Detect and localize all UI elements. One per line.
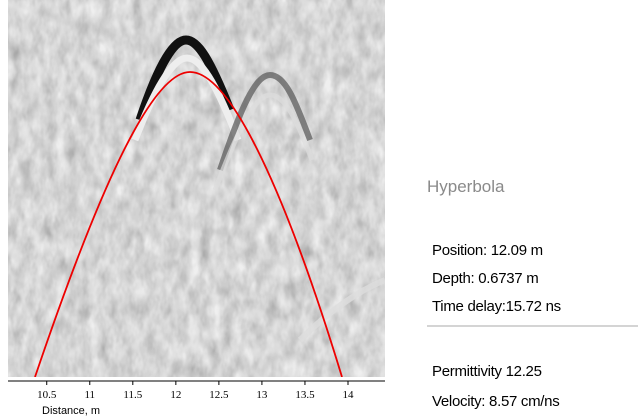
- reflection-4: [297, 277, 385, 343]
- info-row: Time delay:15.72 ns: [432, 298, 561, 315]
- radargram: [8, 0, 385, 377]
- panel-title: Hyperbola: [427, 177, 505, 196]
- x-tick-label: 13.5: [295, 389, 315, 401]
- x-tick-label: 11.5: [123, 389, 142, 401]
- x-tick-label: 12.5: [209, 389, 229, 401]
- x-tick-label: 10.5: [37, 389, 57, 401]
- x-tick-label: 11: [84, 389, 95, 401]
- radargram-texture: [8, 0, 385, 377]
- reflection-dark: [135, 35, 235, 122]
- reflection-light: [131, 54, 242, 142]
- info-row: Position: 12.09 m: [432, 242, 543, 259]
- x-axis-label: Distance, m: [42, 405, 100, 417]
- info-row: Permittivity 12.25: [432, 363, 542, 380]
- reflection-2: [217, 71, 313, 171]
- info-row: Depth: 0.6737 m: [432, 270, 538, 287]
- x-tick-label: 12: [170, 389, 181, 401]
- info-row: Velocity: 8.57 cm/ns: [432, 393, 559, 410]
- x-tick-label: 14: [342, 389, 354, 401]
- reflection-3: [212, 92, 315, 191]
- x-tick-label: 13: [256, 389, 268, 401]
- fitted-hyperbola: [34, 71, 343, 377]
